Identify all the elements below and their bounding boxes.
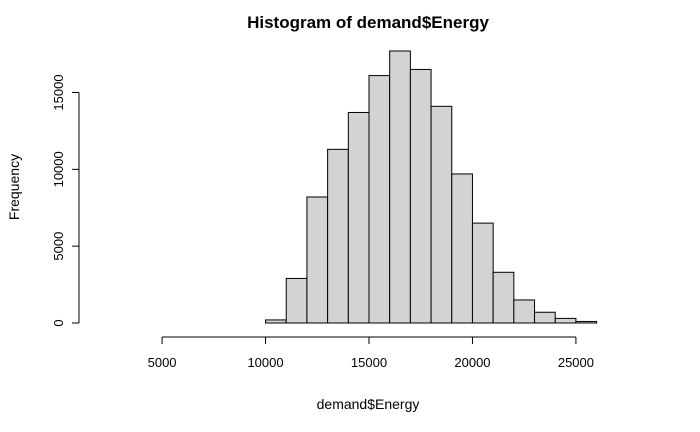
x-axis-label: demand$Energy <box>317 396 420 412</box>
histogram-bar-12000-13000 <box>306 196 329 324</box>
chart-title: Histogram of demand$Energy <box>247 13 489 32</box>
x-tick-label-15000: 15000 <box>351 355 387 370</box>
y-axis-label: Frequency <box>6 154 22 220</box>
histogram-bar-24000-25000 <box>554 317 577 324</box>
x-tick-label-20000: 20000 <box>454 355 490 370</box>
histogram-bar-17000-18000 <box>409 68 432 324</box>
y-tick-label-5000: 5000 <box>51 232 66 261</box>
histogram-bar-25000-26000 <box>575 320 598 324</box>
histogram-bar-13000-14000 <box>327 148 349 324</box>
x-tick-label-10000: 10000 <box>247 355 283 370</box>
x-tick-label-5000: 5000 <box>148 355 177 370</box>
x-tick-label-25000: 25000 <box>558 355 594 370</box>
histogram-bar-18000-19000 <box>430 105 453 324</box>
x-axis: 5000 10000 15000 20000 25000 <box>148 336 594 370</box>
histogram-bar-14000-15000 <box>347 111 370 324</box>
histogram-bar-22000-23000 <box>513 299 536 324</box>
bars-group <box>265 50 598 324</box>
histogram-bar-20000-21000 <box>471 222 494 324</box>
histogram-bar-19000-20000 <box>451 173 473 324</box>
histogram-bar-16000-17000 <box>389 50 411 324</box>
histogram-bar-10000-11000 <box>265 319 287 324</box>
y-tick-label-0: 0 <box>51 319 66 326</box>
histogram-bar-21000-22000 <box>492 271 515 324</box>
histogram-bar-11000-12000 <box>285 277 308 324</box>
y-tick-label-15000: 15000 <box>51 74 66 110</box>
histogram-bar-15000-16000 <box>368 75 391 324</box>
y-axis: 0 5000 10000 15000 <box>51 74 80 327</box>
y-tick-label-10000: 10000 <box>51 151 66 187</box>
histogram-bar-23000-24000 <box>534 311 556 324</box>
